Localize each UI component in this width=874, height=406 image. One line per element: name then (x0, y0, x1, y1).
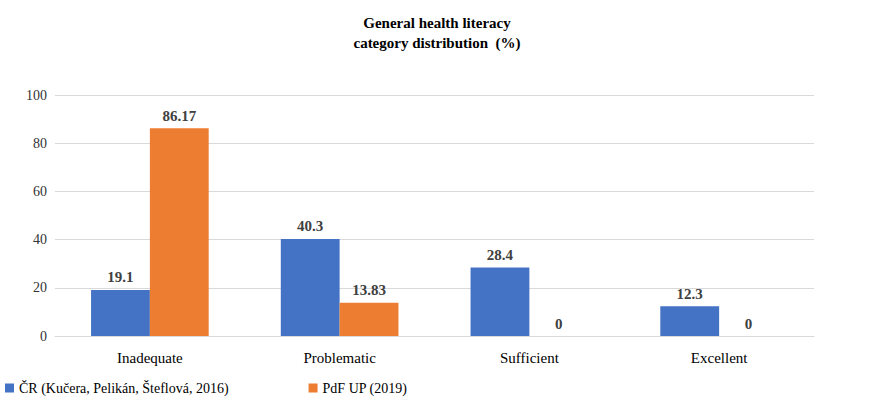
svg-text:80: 80 (33, 136, 47, 151)
svg-text:ČR (Kučera, Pelikán, Šteflová,: ČR (Kučera, Pelikán, Šteflová, 2016) (19, 380, 229, 397)
svg-text:28.4: 28.4 (487, 247, 514, 263)
svg-text:Sufficient: Sufficient (500, 350, 560, 366)
svg-text:13.83: 13.83 (352, 282, 386, 298)
svg-text:0: 0 (745, 316, 753, 332)
svg-text:category distribution (%): category distribution (%) (353, 35, 520, 52)
svg-text:19.1: 19.1 (107, 269, 133, 285)
svg-text:20: 20 (33, 280, 47, 295)
svg-text:40.3: 40.3 (297, 218, 323, 234)
svg-text:40: 40 (33, 232, 47, 247)
svg-text:12.3: 12.3 (677, 286, 703, 302)
svg-text:86.17: 86.17 (162, 108, 196, 124)
svg-text:0: 0 (40, 329, 47, 344)
svg-text:PdF UP (2019): PdF UP (2019) (323, 381, 408, 397)
svg-text:0: 0 (555, 316, 563, 332)
svg-text:Problematic: Problematic (303, 350, 376, 366)
svg-text:100: 100 (26, 88, 47, 103)
svg-text:Inadequate: Inadequate (117, 350, 183, 366)
svg-text:General health literacy: General health literacy (363, 15, 511, 31)
svg-text:60: 60 (33, 184, 47, 199)
svg-text:Excellent: Excellent (691, 350, 748, 366)
